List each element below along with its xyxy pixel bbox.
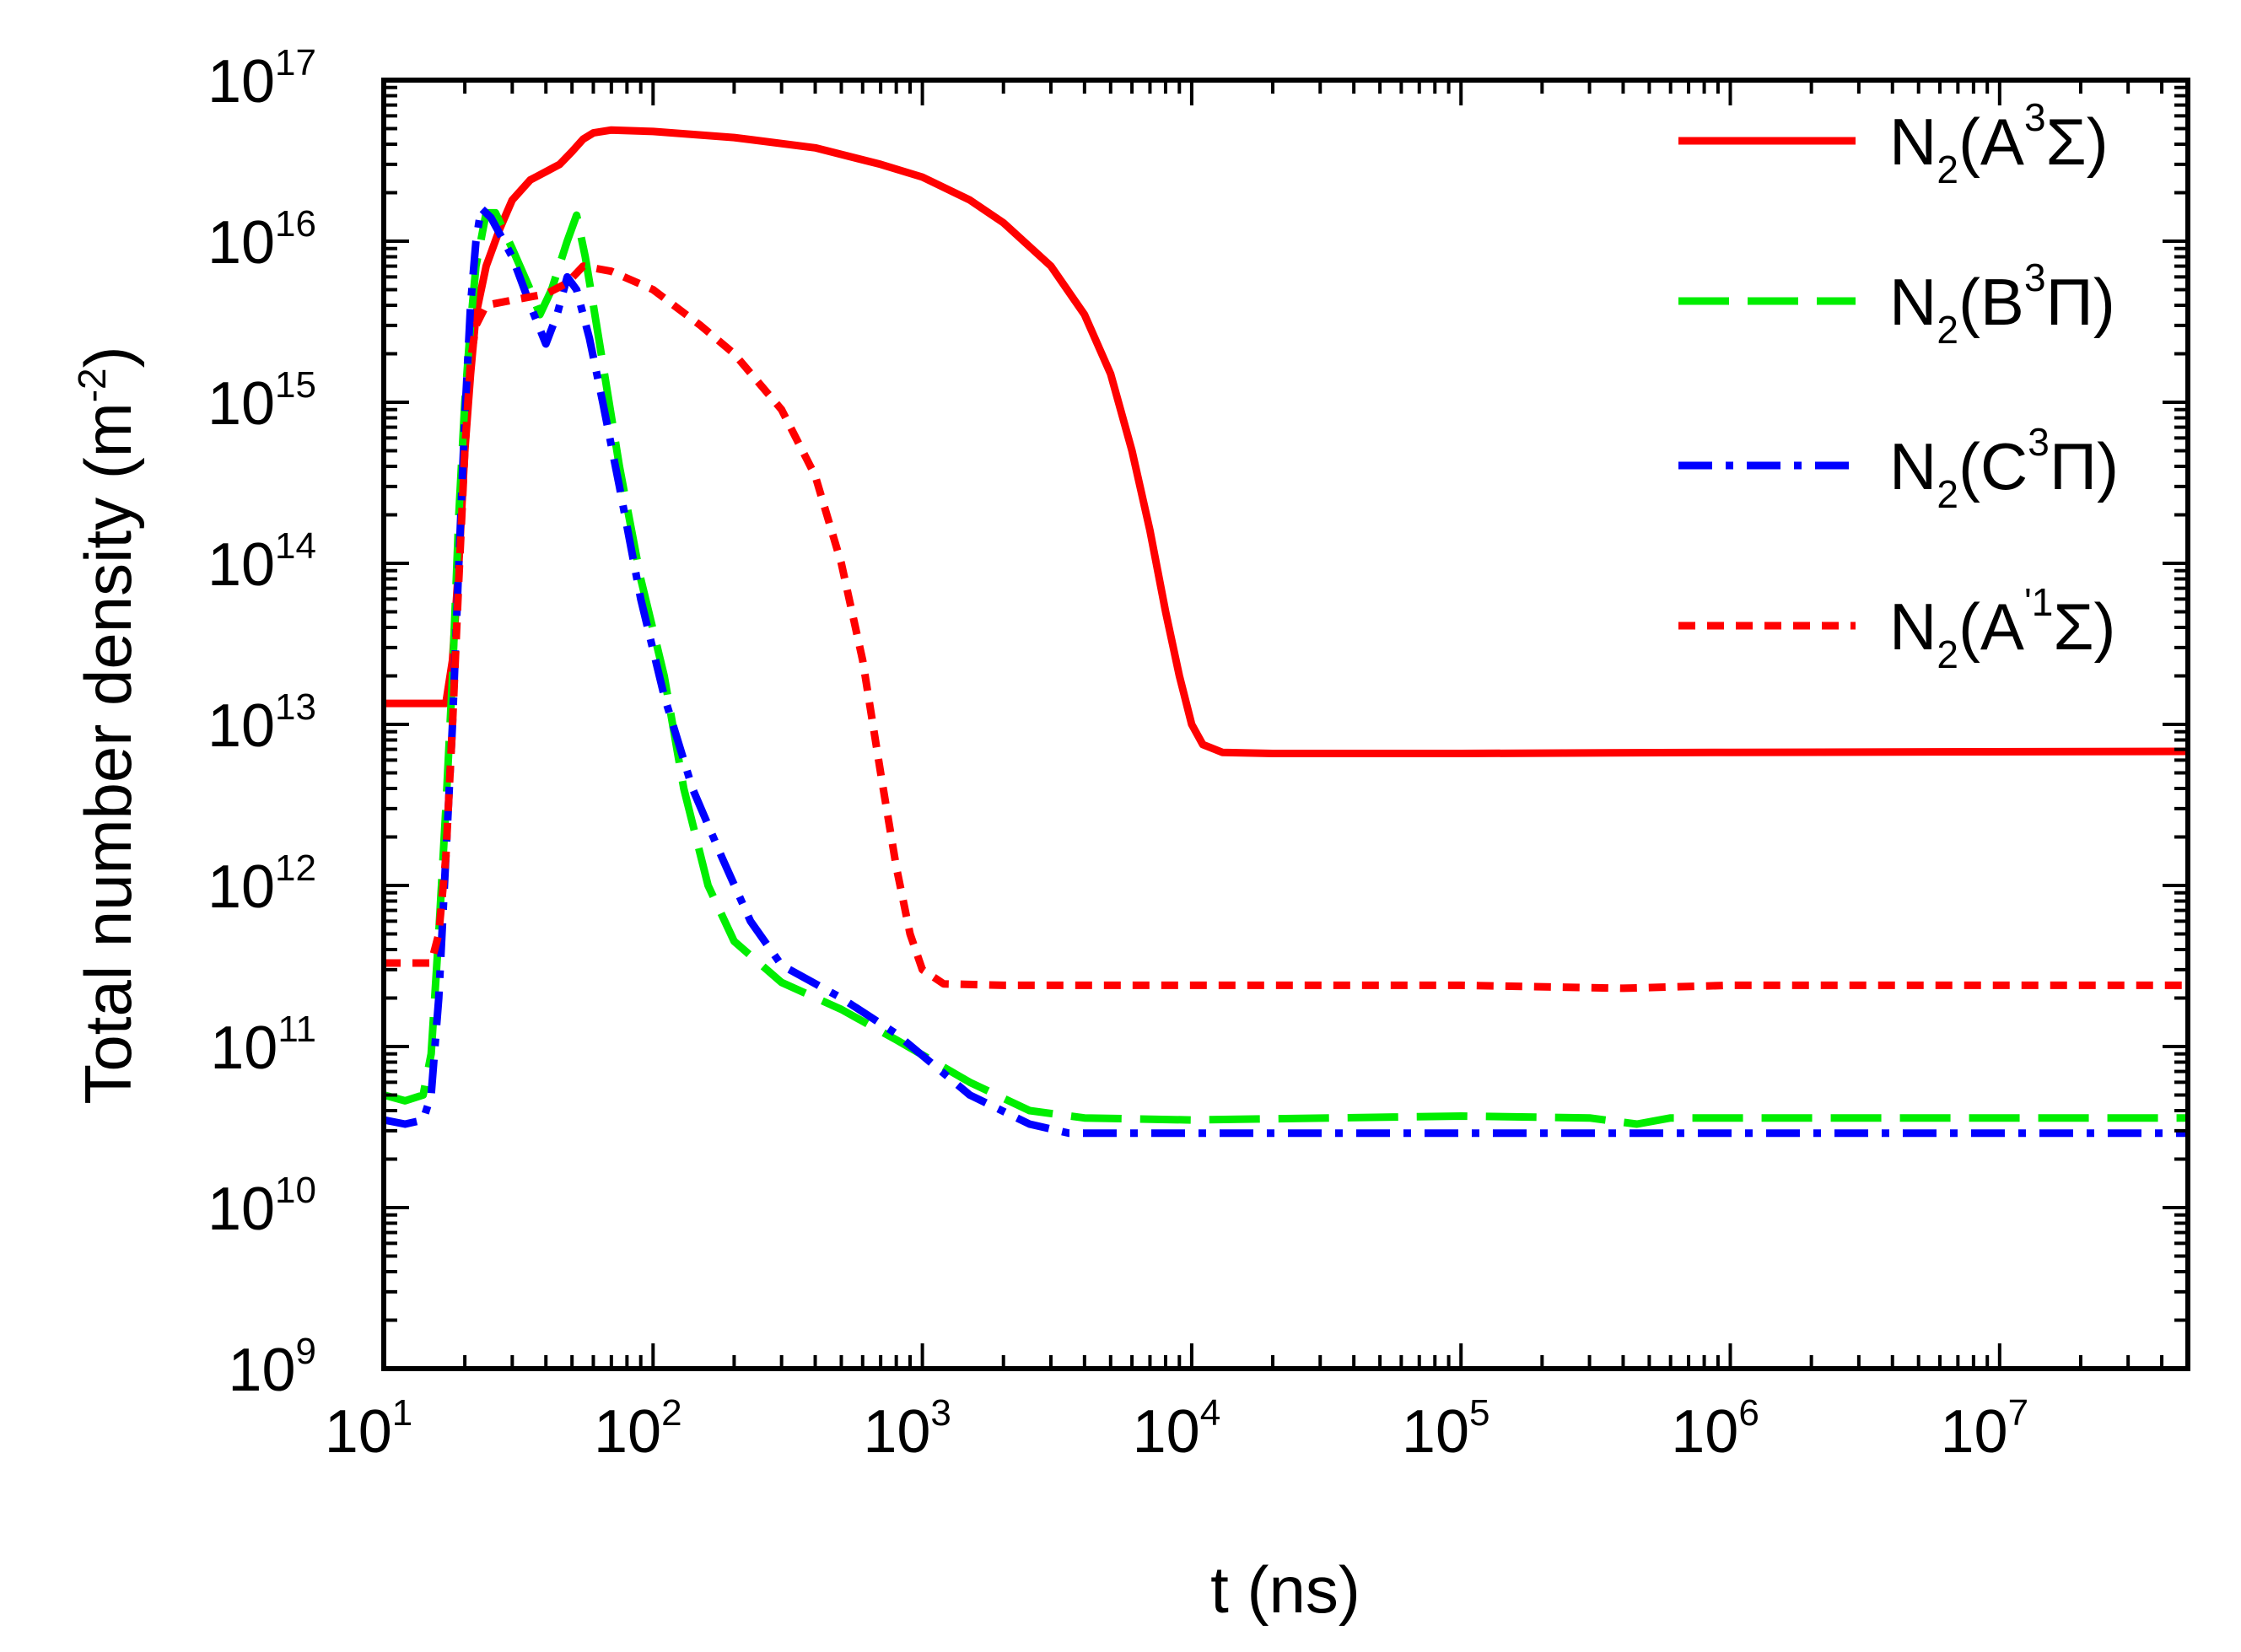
- x-tick-label: 104: [1133, 1392, 1221, 1466]
- y-tick-label-base: 10: [207, 48, 275, 116]
- x-tick-label-exp: 2: [661, 1392, 681, 1434]
- legend-label-main: N: [1889, 105, 1937, 179]
- x-tick-label-exp: 7: [2008, 1392, 2028, 1434]
- x-tick-label-exp: 3: [930, 1392, 951, 1434]
- y-tick-label-base: 10: [207, 853, 275, 921]
- y-tick-label-exp: 9: [296, 1331, 316, 1372]
- x-tick-label-base: 10: [594, 1398, 661, 1466]
- y-tick-label-base: 10: [207, 531, 275, 599]
- x-tick-label-base: 10: [1402, 1398, 1469, 1466]
- legend-label-open: (C: [1958, 429, 2028, 503]
- legend-label-sup: 3: [2028, 420, 2050, 464]
- y-tick-label: 1013: [207, 686, 316, 760]
- x-tick-label: 107: [1941, 1392, 2029, 1466]
- legend-label-main: N: [1889, 589, 1937, 664]
- x-tick-label-exp: 4: [1200, 1392, 1220, 1434]
- legend-label-main: N: [1889, 429, 1937, 503]
- series-line-1: [384, 126, 2188, 757]
- legend-label-sup: '1: [2024, 580, 2053, 624]
- y-tick-label-exp: 13: [275, 686, 316, 728]
- y-tick-label-base: 10: [210, 1014, 277, 1082]
- y-tick-label-exp: 11: [277, 1009, 316, 1050]
- y-tick-label: 1012: [207, 848, 316, 921]
- legend-label: N2(A'1Σ): [1889, 580, 2116, 676]
- legend: N2(A3Σ)N2(B3Π)N2(C3Π)N2(A'1Σ): [1678, 95, 2119, 676]
- y-tick-label-exp: 12: [275, 848, 316, 889]
- y-tick-label: 109: [228, 1331, 316, 1404]
- x-tick-label-base: 10: [863, 1398, 930, 1466]
- legend-label-sub: 2: [1937, 632, 1958, 676]
- y-tick-label-base: 10: [207, 370, 275, 438]
- legend-label-rest: Π): [2046, 265, 2115, 339]
- legend-label-sup: 3: [2024, 95, 2046, 139]
- y-tick-label-base: 10: [228, 1337, 295, 1404]
- x-tick-label-base: 10: [1133, 1398, 1200, 1466]
- legend-label: N2(B3Π): [1889, 256, 2115, 352]
- x-tick-label-base: 10: [1671, 1398, 1738, 1466]
- y-tick-label-base: 10: [207, 1176, 275, 1243]
- y-tick-label-exp: 10: [275, 1170, 316, 1211]
- y-axis-label-main: Total number density: [71, 479, 145, 1104]
- legend-label-rest: Σ): [2046, 105, 2109, 179]
- x-tick-label-exp: 1: [392, 1392, 412, 1434]
- x-tick-label-base: 10: [325, 1398, 392, 1466]
- y-tick-label: 1011: [210, 1009, 316, 1082]
- legend-label-main: N: [1889, 265, 1937, 339]
- legend-label-rest: Σ): [2053, 589, 2115, 664]
- legend-label-sub: 2: [1937, 472, 1958, 516]
- legend-label-sub: 2: [1937, 308, 1958, 352]
- x-tick-label: 102: [594, 1392, 682, 1466]
- x-axis-label: t (ns): [1210, 1552, 1360, 1627]
- y-tick-label-exp: 17: [275, 42, 316, 83]
- y-tick-label: 1017: [207, 42, 316, 116]
- y-axis-label: Total number density (m-2): [70, 346, 145, 1104]
- x-tick-label: 106: [1671, 1392, 1759, 1466]
- y-tick-label-base: 10: [207, 692, 275, 760]
- legend-label-sup: 3: [2024, 256, 2046, 299]
- y-axis-label-unit-open: (m: [71, 402, 145, 479]
- y-tick-label: 1010: [207, 1170, 316, 1243]
- series-layer: [384, 126, 2188, 1138]
- legend-label-sub: 2: [1937, 148, 1958, 191]
- x-tick-label-exp: 5: [1469, 1392, 1490, 1434]
- legend-label-open: (B: [1958, 265, 2024, 339]
- legend-label: N2(C3Π): [1889, 420, 2119, 516]
- legend-label-open: (A: [1958, 105, 2024, 179]
- x-tick-label: 101: [325, 1392, 413, 1466]
- series-line-3: [384, 204, 2188, 1138]
- y-tick-label-exp: 15: [275, 364, 316, 406]
- x-tick-label-exp: 6: [1738, 1392, 1759, 1434]
- x-tick-label-base: 10: [1941, 1398, 2008, 1466]
- plot-frame: [381, 78, 2190, 1371]
- series-line-4: [384, 262, 2188, 993]
- y-axis-label-unit-close: ): [71, 346, 145, 368]
- legend-label-open: (A: [1958, 589, 2024, 664]
- x-tick-labels: 101 102 103 104 105 106 107: [325, 1392, 2028, 1466]
- y-tick-label-exp: 14: [275, 525, 316, 567]
- legend-label: N2(A3Σ): [1889, 95, 2109, 191]
- y-tick-label: 1016: [207, 203, 316, 277]
- y-tick-label-base: 10: [207, 209, 275, 277]
- y-tick-label: 1015: [207, 364, 316, 438]
- x-tick-label: 103: [863, 1392, 951, 1466]
- y-tick-label-exp: 16: [275, 203, 316, 245]
- y-axis-label-unit-exp: -2: [70, 368, 114, 402]
- series-line-2: [384, 208, 2188, 1128]
- legend-label-rest: Π): [2050, 429, 2119, 503]
- y-tick-label: 1014: [207, 525, 316, 599]
- x-tick-label: 105: [1402, 1392, 1490, 1466]
